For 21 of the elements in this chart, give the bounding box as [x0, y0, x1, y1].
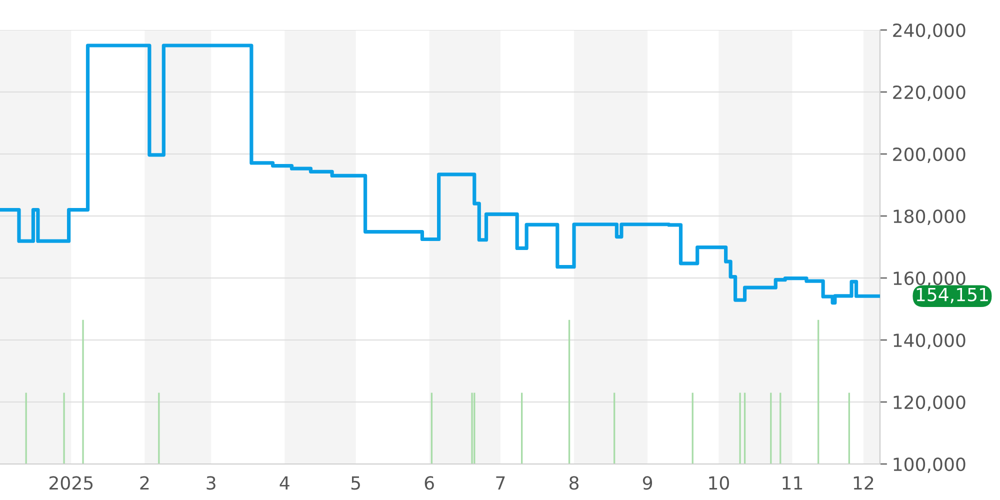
x-tick-label: 4 — [280, 476, 290, 490]
y-tick-label: 140,000 — [894, 333, 966, 349]
x-tick-label: 12 — [854, 476, 874, 490]
x-tick-label: 2025 — [50, 476, 93, 490]
x-tick-label: 3 — [206, 476, 216, 490]
x-tick-label: 5 — [351, 476, 360, 490]
x-tick-label: 8 — [569, 476, 579, 490]
x-tick-label: 9 — [642, 476, 652, 490]
annotation: 154,151 — [916, 288, 988, 304]
y-tick-label: 220,000 — [893, 85, 966, 101]
x-tick-label: 11 — [782, 476, 802, 490]
y-tick-label: 240,000 — [893, 23, 966, 39]
x-tick-label: 10 — [709, 476, 729, 490]
y-tick-label: 100,000 — [894, 457, 966, 473]
x-tick-label: 2 — [140, 476, 149, 490]
y-tick-label: 160,000 — [894, 271, 966, 287]
y-tick-label: 120,000 — [894, 395, 966, 411]
x-tick-label: 6 — [424, 476, 434, 490]
y-tick-label: 180,000 — [894, 209, 966, 225]
x-tick-label: 7 — [496, 476, 505, 490]
y-tick-label: 200,000 — [893, 147, 966, 163]
